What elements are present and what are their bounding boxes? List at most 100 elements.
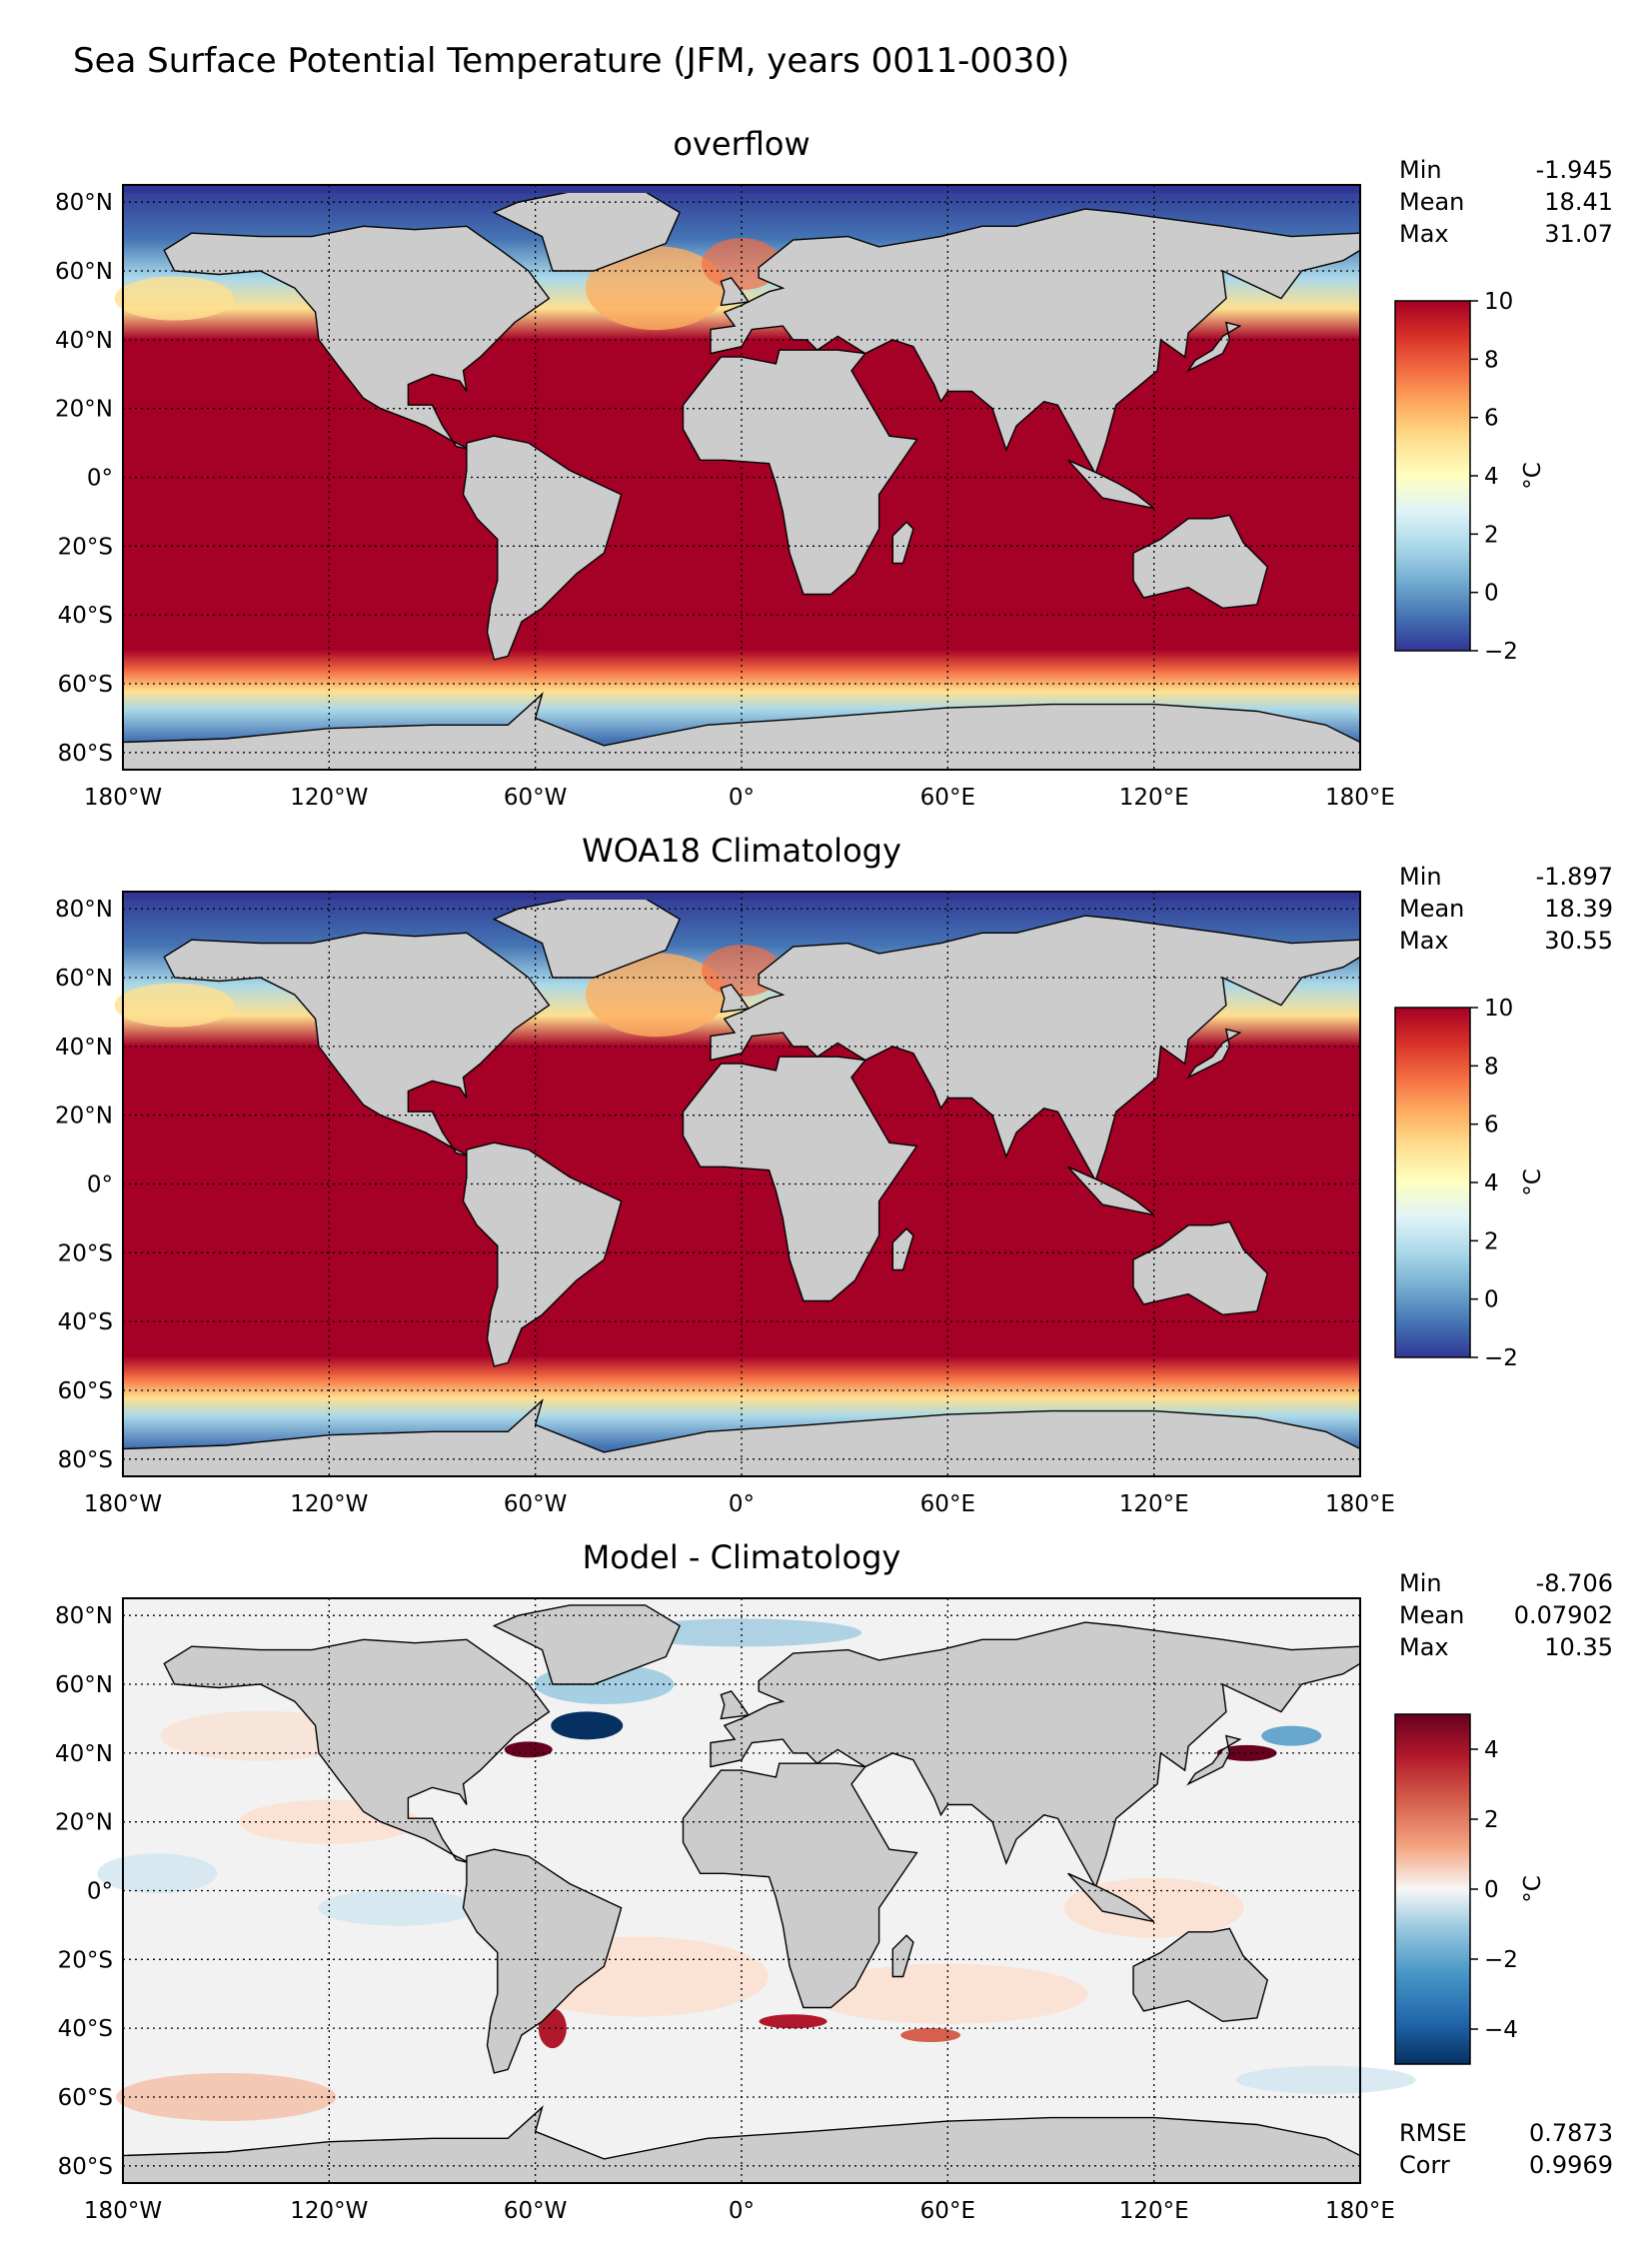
gulf-stream-warm-anomaly (504, 1741, 553, 1758)
lat-tick-label: 80°S (58, 741, 113, 767)
colorbar-gradient (1394, 1007, 1471, 1358)
land-north-america (163, 1638, 551, 1864)
lon-tick-label: 60°E (920, 785, 975, 811)
lat-tick-label: 40°N (55, 328, 113, 354)
lon-tick-label: 180°E (1325, 1491, 1395, 1517)
lat-tick-label: 60°N (55, 1672, 113, 1698)
land-indonesia (1067, 1165, 1155, 1216)
lon-tick-label: 180°E (1325, 785, 1395, 811)
lat-tick-label: 20°N (55, 397, 113, 423)
lat-tick-label: 80°S (58, 2154, 113, 2180)
stat-label: Min (1399, 156, 1442, 184)
stats-box: Min -1.897 Mean 18.39 Max 30.55 (1399, 863, 1613, 955)
lat-tick-label: 20°N (55, 1104, 113, 1130)
lat-tick-label: 20°S (58, 534, 113, 560)
stats-box: Min -8.706 Mean 0.07902 Max 10.35 (1399, 1569, 1613, 1661)
stat-value: 18.41 (1544, 188, 1613, 216)
colorbar-tick-label: 4 (1484, 1737, 1499, 1763)
stats-box: Min -1.945 Mean 18.41 Max 31.07 (1399, 156, 1613, 248)
lon-tick-label: 180°W (84, 2198, 162, 2224)
lon-tick-label: 0° (729, 785, 755, 811)
colorbar-tick-label: 4 (1484, 464, 1499, 490)
lon-tick-label: 60°W (504, 785, 568, 811)
map-frame (122, 891, 1361, 1477)
land-south-america (462, 1848, 623, 2074)
colorbar-tick-label: 0 (1484, 1287, 1499, 1313)
lon-tick-label: 60°E (920, 1491, 975, 1517)
north-pacific-warm-tongue (114, 276, 235, 321)
north-atlantic-warm-tongue (586, 246, 727, 331)
stat-label: Corr (1399, 2151, 1450, 2179)
panel-title: overflow (673, 125, 810, 163)
colorbar-unit-label: °C (1520, 1168, 1546, 1196)
panel-title: WOA18 Climatology (582, 832, 901, 870)
lat-tick-label: 0° (87, 1172, 113, 1198)
kuroshio-warm-anomaly (1216, 1744, 1277, 1761)
stat-label: Max (1399, 1633, 1449, 1661)
stat-value: 0.9969 (1529, 2151, 1613, 2179)
land-madagascar (891, 521, 914, 565)
map-area: 80°N 60°N 40°N 20°N 0° 20°S 40°S 60°S 80°S 180°W 1… (55, 1597, 1416, 2224)
stat-label: Max (1399, 927, 1449, 955)
land-australia (1132, 1220, 1268, 1316)
anomaly-patch (160, 1710, 361, 1761)
land-north-america (163, 225, 551, 451)
stat-label: Mean (1399, 895, 1464, 923)
anomaly-patch (1235, 2065, 1416, 2094)
lat-tick-label: 40°S (58, 603, 113, 629)
map-frame (122, 1597, 1361, 2184)
colorbar-gradient (1394, 300, 1471, 652)
lat-tick-label: 0° (87, 466, 113, 492)
lat-tick-label: 60°N (55, 259, 113, 285)
land-indonesia (1067, 459, 1155, 510)
land-africa-eurasia (682, 208, 1361, 596)
anomaly-patch (318, 1889, 479, 1926)
panel-overflow: overflow 80°N60°N40°N20°N0°20°S40°S60°S8… (55, 125, 1613, 811)
stat-label: Max (1399, 220, 1449, 248)
colorbar-tick-label: 6 (1484, 406, 1499, 432)
lat-tick-label: 60°S (58, 1378, 113, 1404)
arctic-sea (123, 892, 1360, 900)
land-australia (1132, 1927, 1268, 2023)
lon-tick-label: 0° (729, 1491, 755, 1517)
colorbar-tick-label: −4 (1484, 2017, 1518, 2043)
stat-label: RMSE (1399, 2119, 1467, 2147)
map-area: 80°N 60°N 40°N 20°N 0° 20°S 40°S 60°S 80°S 180°W 1… (55, 891, 1395, 1517)
lon-tick-label: 180°W (84, 785, 162, 811)
lat-tick-label: 20°S (58, 1240, 113, 1266)
colorbar: 4 2 0 −2 −4 °C (1394, 1713, 1546, 2065)
figure-title: Sea Surface Potential Temperature (JFM, … (73, 41, 1069, 81)
rmse-corr-box: RMSE 0.7873 Corr 0.9969 (1399, 2119, 1613, 2179)
north-pacific-warm-tongue (114, 983, 235, 1028)
map-area: 80°N 60°N 40°N 20°N 0° 20°S 40°S 60°S 80°S 180°W 1… (55, 184, 1395, 811)
lat-tick-label: 60°N (55, 966, 113, 992)
lon-tick-label: 120°E (1119, 2198, 1189, 2224)
colorbar-tick-label: 10 (1484, 996, 1513, 1022)
lat-tick-label: 40°S (58, 2016, 113, 2042)
lon-tick-label: 60°E (920, 2198, 975, 2224)
lat-tick-label: 80°N (55, 1603, 113, 1629)
anomaly-patch (1261, 1725, 1322, 1746)
lat-tick-label: 20°S (58, 1947, 113, 1973)
stat-value: 18.39 (1544, 895, 1613, 923)
south-indian-anomaly (900, 2028, 961, 2043)
panel-woa18-climatology: WOA18 Climatology 80°N 60°N 40°N 20°N 0° 20°S… (55, 832, 1613, 1517)
anomaly-patch (808, 1963, 1088, 2024)
lon-tick-label: 120°W (290, 2198, 368, 2224)
lat-tick-label: 0° (87, 1879, 113, 1905)
land-uk (720, 277, 751, 307)
labrador-cold-anomaly (551, 1711, 624, 1740)
colorbar-tick-label: 2 (1484, 1228, 1499, 1254)
land-africa-eurasia (682, 1621, 1361, 2009)
land-uk (720, 1690, 751, 1720)
stat-label: Mean (1399, 188, 1464, 216)
land-japan (1186, 321, 1242, 373)
lat-tick-label: 80°S (58, 1447, 113, 1473)
land-australia (1132, 514, 1268, 610)
lon-tick-label: 120°W (290, 785, 368, 811)
stat-label: Min (1399, 1569, 1442, 1597)
lat-tick-label: 40°S (58, 1309, 113, 1335)
colorbar-unit-label: °C (1520, 462, 1546, 490)
stat-value: 30.55 (1544, 927, 1613, 955)
